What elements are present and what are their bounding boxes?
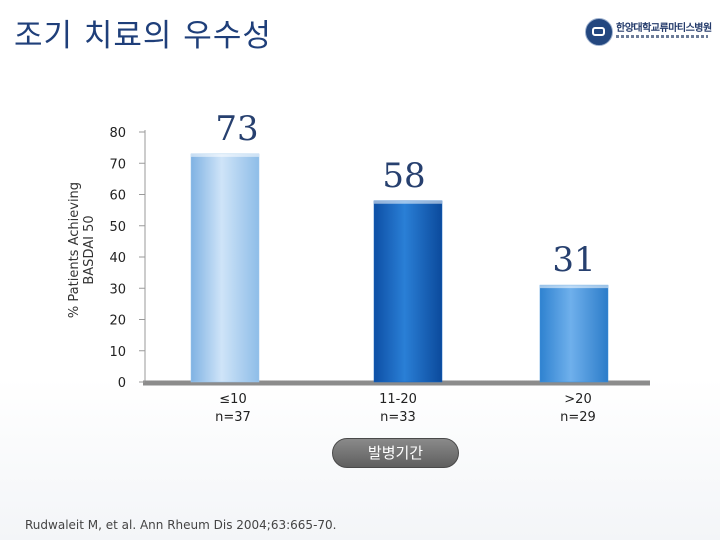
- x-axis-label: 발병기간: [332, 438, 459, 468]
- y-tick-label: 80: [109, 126, 126, 141]
- y-tick-label: 20: [109, 314, 126, 329]
- bar-highlight: [540, 285, 608, 289]
- category-label: ≤10: [219, 392, 246, 407]
- y-tick-label: 70: [109, 157, 126, 172]
- bar: [539, 284, 609, 383]
- y-tick-label: 10: [109, 345, 126, 360]
- data-label: 73: [215, 109, 258, 149]
- bar-highlight: [191, 153, 259, 157]
- slide-title: 조기 치료의 우수성: [14, 18, 272, 54]
- y-tick-label: 40: [109, 251, 126, 266]
- y-tick-label: 0: [118, 376, 126, 391]
- category-label: >20: [564, 392, 591, 407]
- bar-highlight: [374, 200, 442, 204]
- data-label: 58: [382, 156, 425, 196]
- hospital-emblem-icon: [585, 18, 613, 46]
- source-citation: Rudwaleit M, et al. Ann Rheum Dis 2004;6…: [25, 518, 337, 532]
- data-label: 31: [552, 240, 595, 280]
- bar: [190, 153, 260, 383]
- category-sample-size: n=37: [215, 410, 251, 425]
- y-tick-label: 50: [109, 220, 126, 235]
- category-label: 11-20: [379, 392, 417, 407]
- hospital-logo: 한양대학교류마티스병원: [585, 18, 712, 46]
- y-tick-label: 30: [109, 282, 126, 297]
- category-sample-size: n=29: [560, 410, 596, 425]
- bar: [373, 200, 443, 383]
- logo-subtitle-decoration: [616, 35, 708, 38]
- logo-text: 한양대학교류마티스병원: [616, 23, 712, 34]
- y-tick-label: 60: [109, 189, 126, 204]
- category-sample-size: n=33: [380, 410, 416, 425]
